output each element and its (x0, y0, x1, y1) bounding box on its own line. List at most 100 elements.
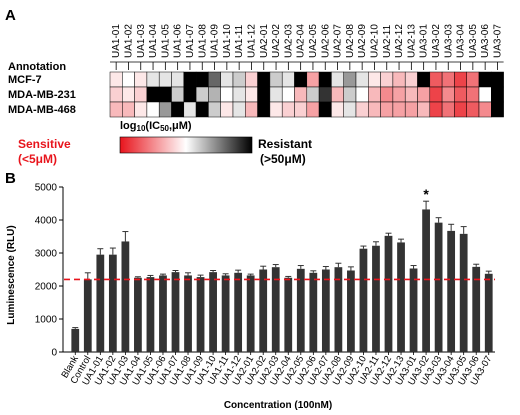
heatmap-cell (158, 71, 172, 88)
heatmap-cell (478, 86, 492, 103)
legend-color-bar (119, 136, 253, 154)
bar (321, 269, 330, 352)
heatmap-cell (269, 86, 283, 103)
heatmap-cell (281, 71, 295, 88)
heatmap-cell (171, 86, 185, 103)
heatmap-col-label: UA1-06 (173, 24, 184, 58)
heatmap-cell (269, 71, 283, 88)
heatmap-col-label: UA2-08 (345, 24, 356, 58)
heatmap-col-label: UA1-12 (246, 24, 257, 58)
heatmap-col-label: UA1-09 (210, 24, 221, 58)
heatmap-cell (134, 71, 148, 88)
bar (447, 230, 456, 352)
heatmap-cell (318, 86, 332, 103)
bar (134, 277, 142, 352)
panel-b-letter: B (5, 170, 16, 187)
heatmap-cell (171, 101, 185, 118)
color-legend: log10(IC50,μM) Sensitive (<5μM) Resistan… (18, 120, 312, 166)
heatmap-cell (183, 71, 197, 88)
heatmap-col-label: UA3-02 (431, 24, 442, 58)
heatmap-cell (491, 86, 504, 103)
bar (459, 233, 468, 352)
heatmap-cell (257, 101, 271, 118)
heatmap-cell (220, 86, 234, 103)
bar (296, 268, 305, 352)
heatmap-cell (195, 101, 209, 118)
heatmap-cell (183, 101, 197, 118)
heatmap-col-label: UA2-05 (308, 24, 319, 58)
heatmap-cell (454, 86, 467, 103)
heatmap-cell (380, 86, 394, 103)
heatmap-col-label: UA1-02 (123, 24, 134, 58)
heatmap-cell (331, 86, 344, 103)
y-axis-title: Luminescence (RLU) (6, 225, 17, 324)
heatmap-cell (220, 71, 234, 88)
bar (234, 272, 243, 352)
heatmap-col-label: UA3-05 (468, 24, 479, 58)
heatmap-cell (392, 101, 406, 118)
heatmap-cell (355, 71, 369, 88)
heatmap-cell (368, 86, 381, 103)
x-axis-title: Concentration (100nM) (224, 400, 332, 411)
heatmap-cell (355, 86, 369, 103)
heatmap-cell (245, 101, 258, 118)
heatmap-col-label: UA3-03 (443, 24, 454, 58)
bar (209, 272, 217, 352)
heatmap-cell (441, 101, 455, 118)
heatmap-cell (122, 86, 135, 103)
heatmap-col-label: UA1-11 (234, 24, 245, 58)
heatmap-cell (257, 86, 271, 103)
heatmap-cell (134, 101, 148, 118)
bar (334, 267, 343, 352)
heatmap-cell (269, 101, 283, 118)
heatmap-cell (146, 86, 160, 103)
heatmap-cell (343, 86, 357, 103)
heatmap-cell (429, 86, 443, 103)
heatmap-cells (109, 71, 504, 118)
heatmap-cell (109, 101, 123, 118)
heatmap-cell (306, 71, 320, 88)
heatmap-cell (122, 101, 135, 118)
heatmap-cell (331, 71, 344, 88)
heatmap-col-label: UA2-02 (271, 24, 282, 58)
heatmap-col-label: UA2-10 (369, 24, 380, 58)
heatmap-cell (208, 71, 221, 88)
legend-resistant-label: Resistant (258, 137, 312, 151)
heatmap-cell (491, 101, 504, 118)
heatmap-col-label: UA2-07 (333, 24, 344, 58)
annotation-ticks (110, 61, 504, 70)
heatmap-cell (281, 101, 295, 118)
heatmap-cell (245, 71, 258, 88)
panel-a-letter: A (5, 7, 16, 24)
heatmap-cell (158, 86, 172, 103)
heatmap-cell (343, 101, 357, 118)
heatmap-cell (404, 101, 418, 118)
bar (359, 248, 368, 352)
bar (434, 222, 443, 352)
y-tick-label: 2000 (35, 282, 58, 293)
heatmap-cell (429, 71, 443, 88)
heatmap-cell (122, 71, 135, 88)
heatmap-cell (109, 86, 123, 103)
heatmap-col-label: UA1-10 (222, 24, 233, 58)
heatmap-col-label: UA2-13 (406, 24, 417, 58)
heatmap-cell (158, 101, 172, 118)
heatmap-cell (441, 86, 455, 103)
heatmap-col-label: UA2-06 (320, 24, 331, 58)
heatmap-col-label: UA1-04 (148, 24, 159, 58)
heatmap-cell (318, 71, 332, 88)
heatmap-cell (318, 101, 332, 118)
heatmap-col-label: UA3-01 (419, 24, 430, 58)
heatmap-cell (232, 71, 246, 88)
bar (259, 269, 268, 352)
heatmap-cell (195, 86, 209, 103)
y-tick-label: 5000 (35, 183, 58, 194)
heatmap-cell (380, 101, 394, 118)
bar (221, 275, 230, 352)
heatmap-cell (466, 86, 480, 103)
bar (71, 328, 80, 352)
y-tick-label: 0 (51, 348, 57, 359)
heatmap-cell (109, 71, 123, 88)
heatmap-row-label: MDA-MB-231 (8, 89, 76, 101)
heatmap-row-label: MDA-MB-468 (8, 104, 76, 116)
